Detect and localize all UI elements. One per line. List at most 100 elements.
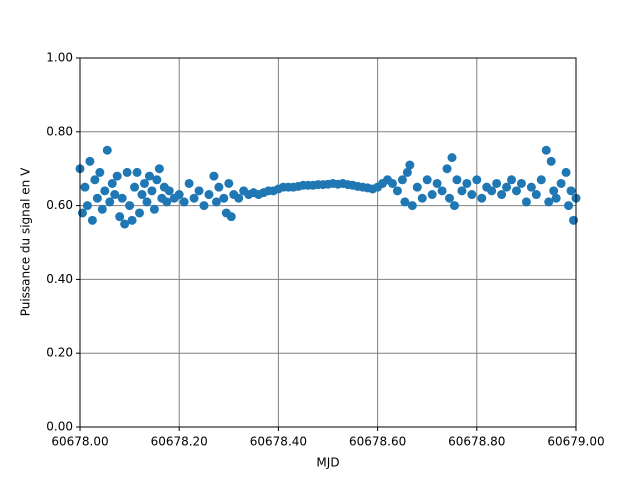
data-point	[147, 186, 157, 196]
data-point	[551, 193, 561, 203]
data-point	[132, 167, 142, 177]
data-point	[80, 182, 90, 192]
y-tick-label: 0.20	[46, 346, 73, 360]
data-point	[102, 145, 112, 155]
data-point	[549, 186, 559, 196]
data-point	[457, 186, 467, 196]
data-point	[97, 204, 107, 214]
y-tick-label: 0.00	[46, 420, 73, 434]
data-point	[561, 167, 571, 177]
data-point	[184, 178, 194, 188]
data-point	[449, 201, 459, 211]
data-point	[412, 182, 422, 192]
data-point	[400, 197, 410, 207]
data-point	[120, 219, 130, 229]
data-point	[447, 153, 457, 163]
data-point	[130, 182, 140, 192]
data-point	[144, 171, 154, 181]
data-point	[564, 201, 574, 211]
data-point	[115, 212, 125, 222]
x-tick-label: 60678.20	[151, 435, 208, 449]
data-point	[117, 193, 127, 203]
data-point	[487, 186, 497, 196]
x-tick-label: 60678.00	[51, 435, 108, 449]
data-point	[387, 178, 397, 188]
x-tick-label: 60678.40	[250, 435, 307, 449]
data-point	[226, 212, 236, 222]
data-point	[82, 201, 92, 211]
data-point	[432, 178, 442, 188]
data-point	[100, 186, 110, 196]
data-point	[199, 201, 209, 211]
data-point	[392, 186, 402, 196]
y-tick-label: 0.80	[46, 124, 73, 138]
x-tick-label: 60678.80	[448, 435, 505, 449]
data-point	[149, 204, 159, 214]
data-point	[204, 190, 214, 200]
data-point	[139, 178, 149, 188]
data-point	[492, 178, 502, 188]
data-point	[556, 178, 566, 188]
data-point	[546, 156, 556, 166]
data-point	[224, 178, 234, 188]
y-axis-label: Puissance du signal en V	[19, 167, 33, 316]
data-point	[422, 175, 432, 185]
data-point	[219, 193, 229, 203]
data-point	[209, 171, 219, 181]
data-point	[566, 186, 576, 196]
data-point	[211, 197, 221, 207]
data-point	[92, 193, 102, 203]
data-point	[511, 186, 521, 196]
data-point	[234, 193, 244, 203]
data-point	[544, 197, 554, 207]
data-point	[112, 171, 122, 181]
y-tick-label: 1.00	[46, 51, 73, 65]
data-point	[164, 186, 174, 196]
data-point	[462, 178, 472, 188]
data-point	[189, 193, 199, 203]
data-point	[497, 190, 507, 200]
data-point	[526, 182, 536, 192]
data-point	[477, 193, 487, 203]
data-point	[214, 182, 224, 192]
data-point	[397, 175, 407, 185]
data-point	[507, 175, 517, 185]
x-tick-label: 60678.60	[349, 435, 406, 449]
y-tick-label: 0.60	[46, 198, 73, 212]
data-point	[90, 175, 100, 185]
x-tick-label: 60679.00	[547, 435, 604, 449]
data-point	[77, 208, 87, 218]
data-point	[502, 182, 512, 192]
data-point	[442, 164, 452, 174]
data-point	[536, 175, 546, 185]
data-point	[472, 175, 482, 185]
data-point	[85, 156, 95, 166]
data-point	[125, 201, 135, 211]
data-point	[521, 197, 531, 207]
data-point	[405, 160, 415, 170]
data-point	[467, 190, 477, 200]
data-point	[427, 190, 437, 200]
data-point	[179, 197, 189, 207]
data-point	[127, 215, 137, 225]
data-point	[110, 190, 120, 200]
data-point	[142, 197, 152, 207]
data-point	[194, 186, 204, 196]
data-point	[135, 208, 145, 218]
data-point	[152, 175, 162, 185]
data-point	[402, 167, 412, 177]
data-point	[162, 197, 172, 207]
data-point	[452, 175, 462, 185]
data-point	[107, 178, 117, 188]
data-point	[122, 167, 132, 177]
data-point	[569, 215, 579, 225]
data-point	[95, 167, 105, 177]
x-axis-label: MJD	[316, 456, 339, 470]
data-point	[445, 193, 455, 203]
y-tick-label: 0.40	[46, 272, 73, 286]
data-point	[105, 197, 115, 207]
data-point	[417, 193, 427, 203]
data-point	[437, 186, 447, 196]
data-point	[154, 164, 164, 174]
